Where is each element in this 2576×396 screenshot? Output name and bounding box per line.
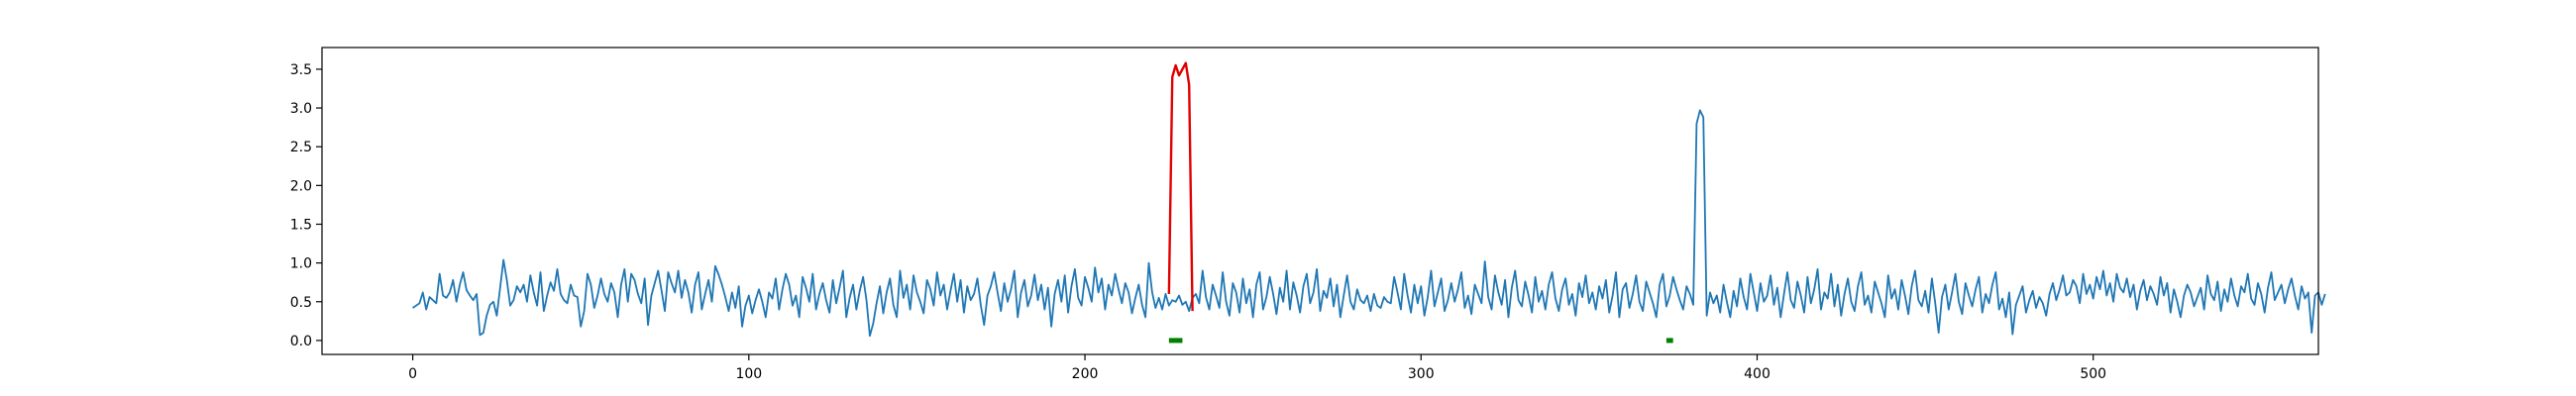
x-tick-label: 200: [1072, 366, 1099, 382]
y-tick-label: 3.5: [290, 62, 312, 78]
x-tick-label: 0: [408, 366, 417, 382]
y-tick-label: 1.0: [290, 256, 312, 272]
y-tick-label: 3.0: [290, 101, 312, 117]
x-tick-label: 300: [1408, 366, 1435, 382]
highlighted-segment-line: [1167, 61, 1194, 312]
series-layer: [412, 61, 2326, 338]
signal-line: [412, 109, 2326, 338]
x-tick-label: 500: [2080, 366, 2106, 382]
y-tick-label: 0.5: [290, 295, 312, 311]
y-tick-label: 1.5: [290, 217, 312, 233]
y-tick-label: 2.0: [290, 178, 312, 194]
tick-layer: 0 100 200 300 400 500 0.0 0.5 1.0 1.5 2.0 2.5 3.0 3.5: [290, 62, 2106, 382]
x-tick-label: 100: [735, 366, 762, 382]
y-tick-label: 0.0: [290, 334, 312, 349]
axes-frame: [321, 47, 2319, 355]
x-tick-label: 400: [1744, 366, 1771, 382]
y-tick-label: 2.5: [290, 140, 312, 155]
